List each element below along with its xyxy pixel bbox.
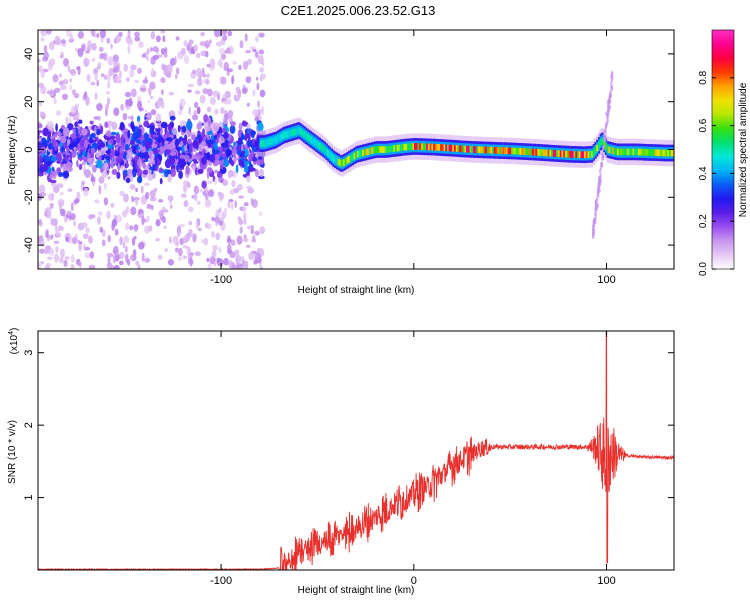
x-tick-label: -100 [210, 575, 232, 587]
x-tick-label: 100 [597, 274, 615, 286]
colorbar-ticks: 0.0 0.2 0.4 0.6 0.8 [698, 70, 734, 276]
spectrogram-heatmap [38, 30, 674, 269]
colorbar: 0.0 0.2 0.4 0.6 0.8 Normalized spectral ampl… [698, 29, 749, 276]
spectrogram-ticks: -100 100 -40 -20 0 20 40 [23, 30, 674, 286]
spectrogram-x-axis-label: Height of straight line (km) [298, 285, 415, 296]
y-tick-label: 20 [23, 96, 35, 108]
y-tick-label: -20 [23, 189, 35, 205]
y-tick-label: 2 [23, 422, 35, 428]
snr-series-line [38, 331, 674, 570]
y-tick-label: 40 [23, 48, 35, 60]
snr-y-multiplier: (x104) [8, 328, 20, 355]
snr-ticks: -100 0 100 1 2 3 [23, 331, 674, 587]
colorbar-frame [711, 29, 735, 270]
snr-x-axis-label: Height of straight line (km) [298, 585, 415, 596]
snr-y-axis-label: SNR (10 * v/v) [7, 420, 18, 484]
y-tick-label: -40 [23, 237, 35, 253]
colorbar-label: Normalized spectral amplitude [738, 82, 749, 217]
colorbar-gradient [712, 30, 734, 269]
snr-frame [37, 330, 675, 571]
y-tick-label: 0 [23, 146, 35, 152]
colorbar-tick-label: 0.2 [698, 214, 709, 228]
spectrogram-y-axis-label: Frequency (Hz) [7, 116, 18, 185]
colorbar-tick-label: 0.6 [698, 118, 709, 132]
y-tick-label: 3 [23, 350, 35, 356]
colorbar-tick-label: 0.8 [698, 70, 709, 84]
colorbar-tick-label: 0.0 [698, 262, 709, 276]
spectrogram-panel: -100 100 -40 -20 0 20 40 Height of straight li… [7, 29, 675, 296]
snr-panel: -100 0 100 1 2 3 Height of straight line (km)… [7, 328, 675, 596]
x-tick-label: -100 [210, 274, 232, 286]
colorbar-tick-label: 0.4 [698, 166, 709, 180]
y-tick-label: 1 [23, 495, 35, 501]
x-tick-label: 100 [597, 575, 615, 587]
figure-title: C2E1.2025.006.23.52.G13 [281, 3, 436, 18]
x-tick-label: 0 [411, 575, 417, 587]
